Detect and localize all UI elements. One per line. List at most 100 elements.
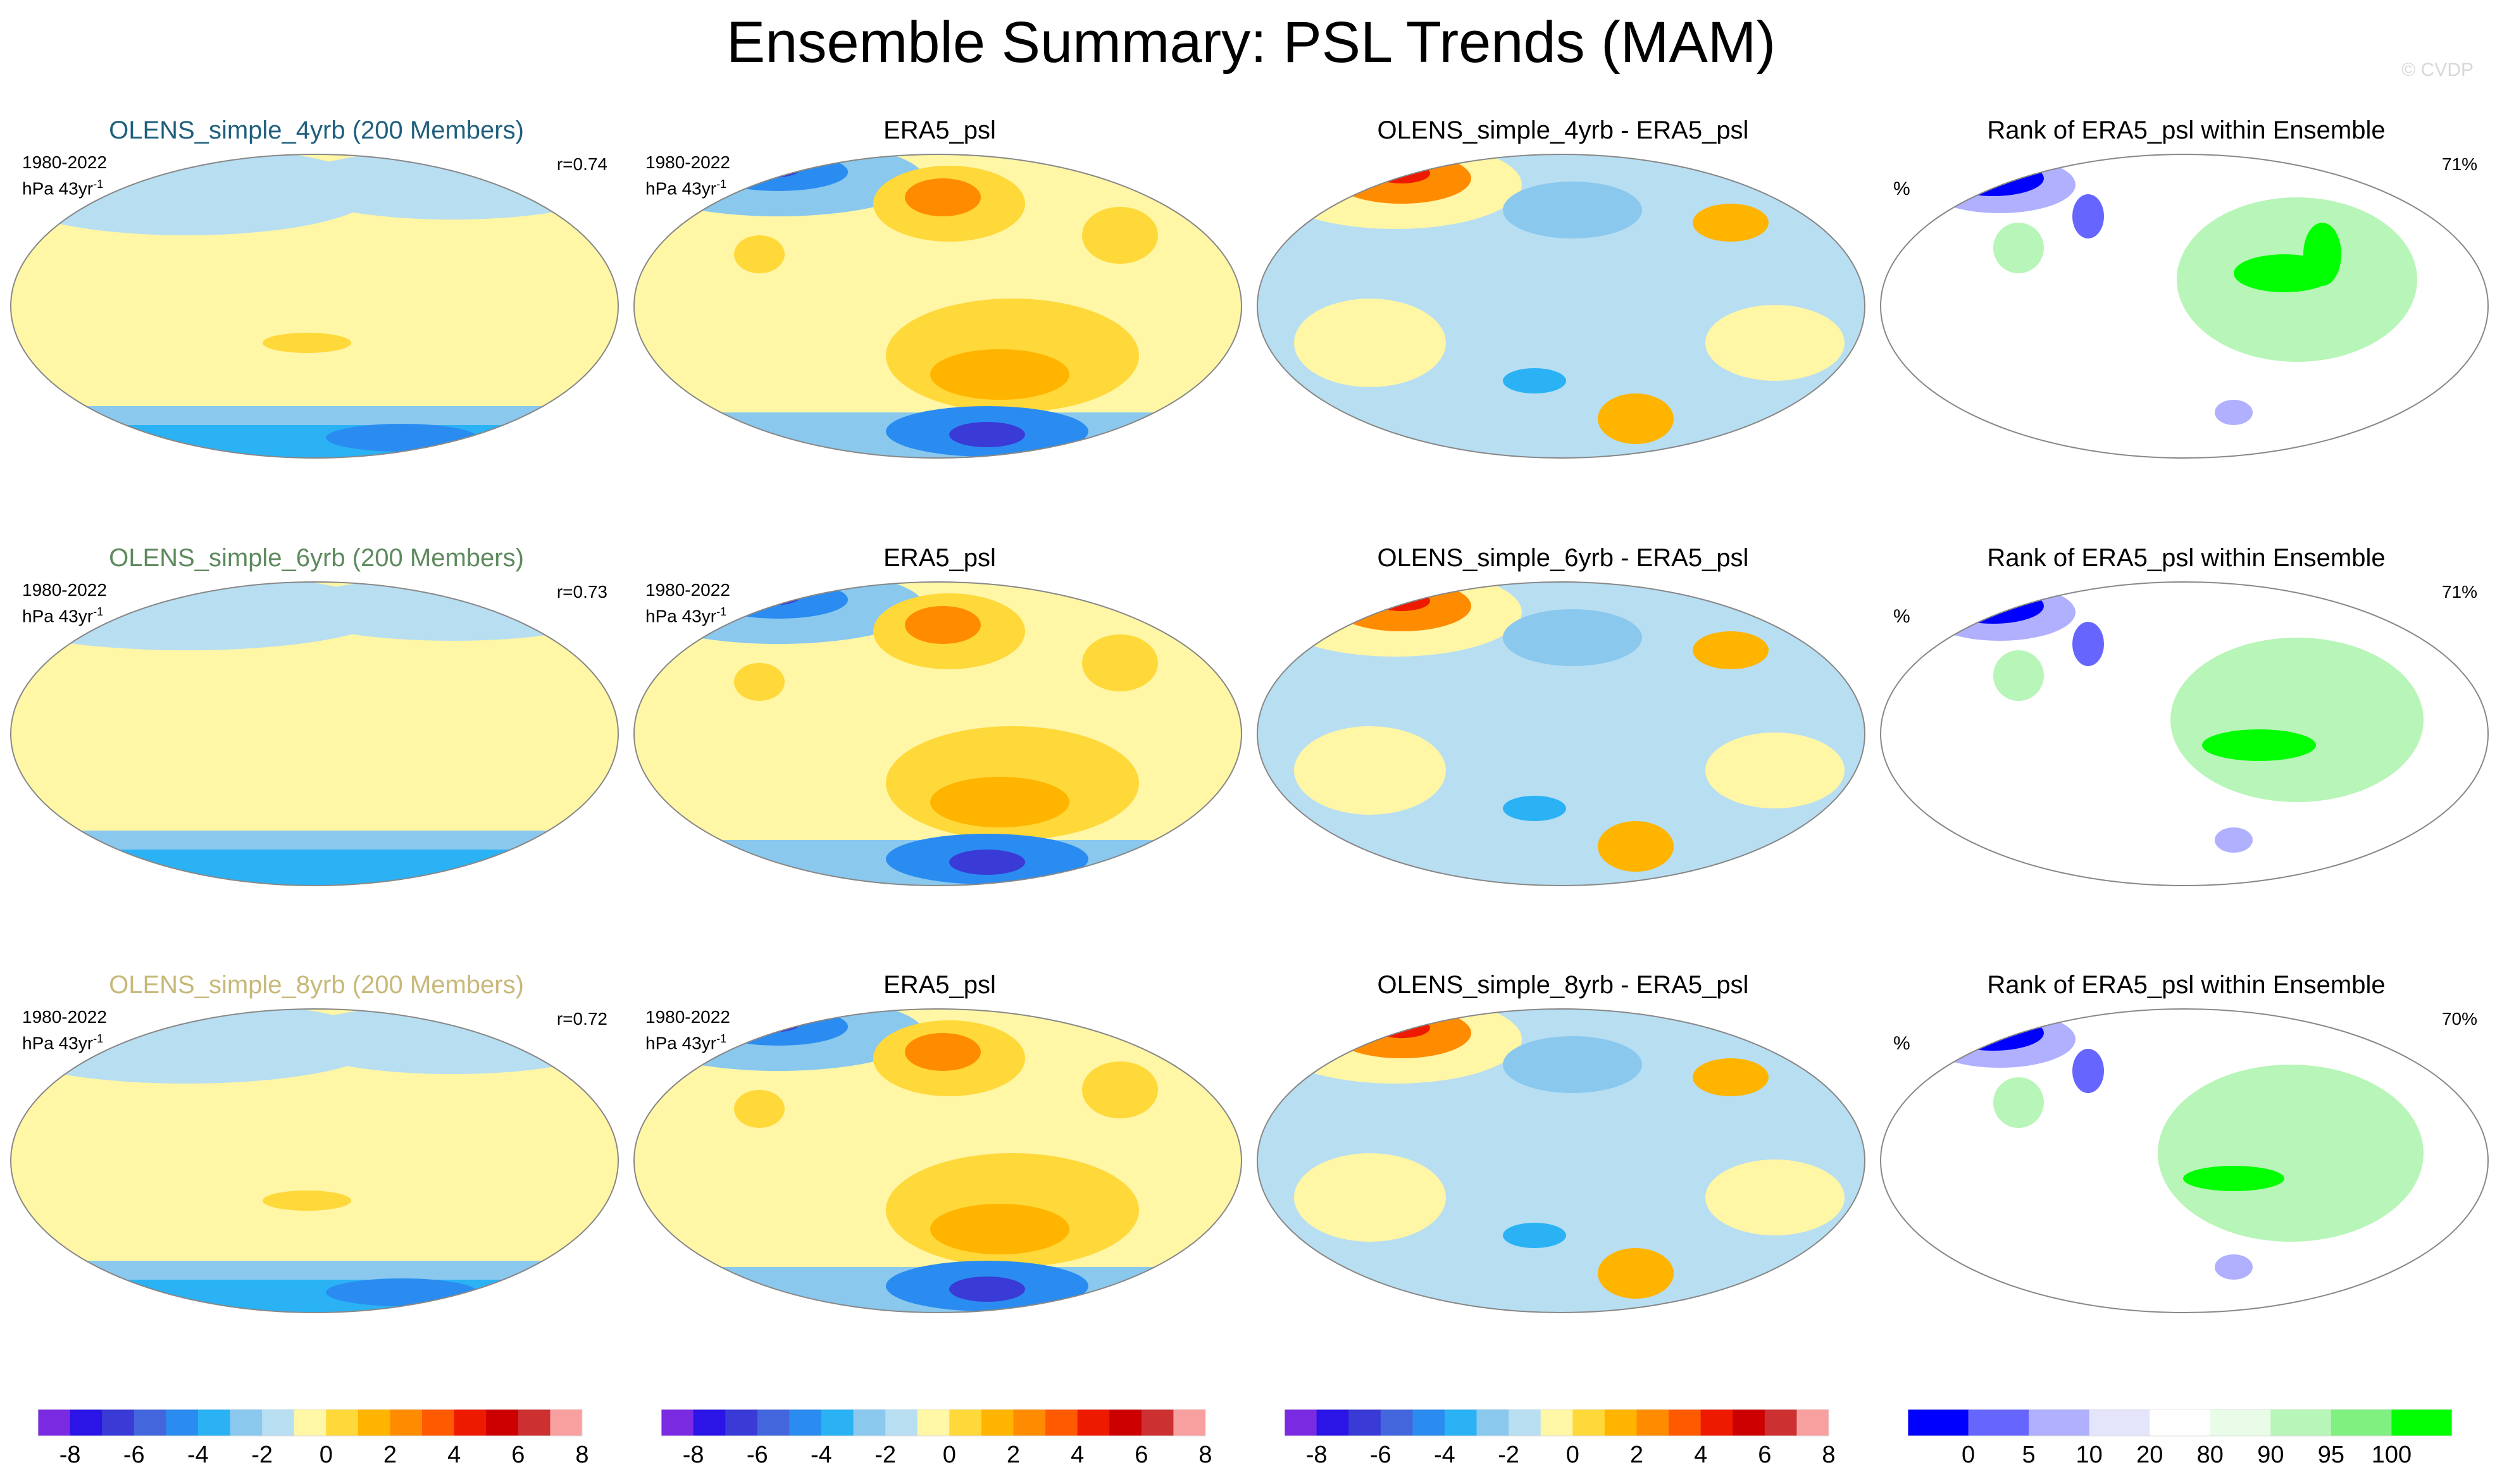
colorbar-tick-label: -4 <box>811 1442 832 1468</box>
colorbar-swatch <box>390 1409 423 1436</box>
colorbar-swatch <box>102 1409 135 1436</box>
panel-obs-row-3: ERA5_psl 1980-2022 hPa 43yr-1 <box>633 970 1247 1375</box>
colorbar-swatch <box>422 1409 455 1436</box>
colorbar-swatch <box>134 1409 166 1436</box>
colorbar-swatch <box>294 1409 327 1436</box>
ensemble-map <box>10 581 619 886</box>
colorbar-tick-label: -4 <box>1434 1442 1455 1468</box>
colorbar-swatch <box>166 1409 199 1436</box>
colorbar-tick-label: -2 <box>251 1442 273 1468</box>
period-units-label: 1980-2022 hPa 43yr-1 <box>22 1007 107 1053</box>
colorbar-tick-label: 0 <box>943 1442 956 1468</box>
period-units-label: 1980-2022 hPa 43yr-1 <box>645 1007 730 1053</box>
colorbar-swatch <box>853 1409 886 1436</box>
colorbar-swatch <box>2331 1409 2392 1436</box>
obs-map <box>633 581 1242 886</box>
colorbar-tick-label: -2 <box>874 1442 896 1468</box>
colorbar-swatch <box>1173 1409 1206 1436</box>
colorbar-tick-label: 2 <box>383 1442 397 1468</box>
colorbar-swatch <box>1412 1409 1445 1436</box>
colorbar-tick-label: 8 <box>575 1442 588 1468</box>
colorbar-tick-label: 2 <box>1007 1442 1020 1468</box>
colorbar-swatch <box>1636 1409 1669 1436</box>
colorbar-swatch <box>661 1409 694 1436</box>
trend-colorbar: -8 -6 -4 -2 0 2 4 6 8 <box>1285 1409 1836 1468</box>
panel-diff-row-1: OLENS_simple_4yrb - ERA5_psl <box>1256 115 1870 520</box>
colorbar-swatch <box>486 1409 519 1436</box>
colorbar-tick-label: -4 <box>187 1442 209 1468</box>
colorbar-swatch <box>2029 1409 2090 1436</box>
panel-rank-row-1: Rank of ERA5_psl within Ensemble 71% % <box>1879 115 2493 520</box>
colorbar-swatch <box>789 1409 822 1436</box>
panel-ensemble-row-3: OLENS_simple_8yrb (200 Members) 1980-202… <box>9 970 623 1375</box>
colorbar-tick-label: -6 <box>1370 1442 1391 1468</box>
panel-rank-row-3: Rank of ERA5_psl within Ensemble 70% % <box>1879 970 2493 1375</box>
panel-diff-row-3: OLENS_simple_8yrb - ERA5_psl <box>1256 970 1870 1375</box>
colorbar-swatch <box>2391 1409 2453 1436</box>
colorbar-swatch <box>1444 1409 1478 1436</box>
correlation-label: r=0.74 <box>556 154 607 174</box>
panel-ensemble-row-1: OLENS_simple_4yrb (200 Members) 1980-202… <box>9 115 623 520</box>
colorbar-tick-label: 2 <box>1630 1442 1643 1468</box>
colorbar-tick-label: 4 <box>1694 1442 1707 1468</box>
colorbar-tick-label: 8 <box>1822 1442 1835 1468</box>
colorbar-swatch <box>1077 1409 1110 1436</box>
colorbar-tick-label: 5 <box>2022 1442 2036 1468</box>
colorbar-swatch <box>981 1409 1014 1436</box>
rank-colorbar: 0 5 10 20 80 90 95 100 <box>1908 1409 2453 1468</box>
colorbar-tick-label: 20 <box>2136 1442 2163 1468</box>
colorbar-swatch <box>550 1409 583 1436</box>
ensemble-title: OLENS_simple_6yrb (200 Members) <box>109 544 524 572</box>
colorbar-swatch <box>757 1409 790 1436</box>
panel-obs-row-2: ERA5_psl 1980-2022 hPa 43yr-1 <box>633 543 1247 948</box>
obs-title: ERA5_psl <box>883 544 996 572</box>
colorbar-swatch <box>917 1409 950 1436</box>
colorbar-swatch <box>693 1409 726 1436</box>
colorbar-tick-label: -6 <box>747 1442 768 1468</box>
rank-title: Rank of ERA5_psl within Ensemble <box>1987 544 2386 572</box>
period-units-label: 1980-2022 hPa 43yr-1 <box>22 152 107 199</box>
colorbar-swatch <box>1540 1409 1573 1436</box>
colorbar-swatch <box>1013 1409 1046 1436</box>
rank-map <box>1880 154 2489 459</box>
colorbar-swatch <box>1285 1409 1317 1436</box>
colorbar-swatch <box>1968 1409 2029 1436</box>
colorbar-tick-label: -2 <box>1498 1442 1519 1468</box>
rank-map <box>1880 581 2489 886</box>
diff-title: OLENS_simple_6yrb - ERA5_psl <box>1377 544 1749 572</box>
colorbar-swatch <box>2150 1409 2211 1436</box>
period-units-label: 1980-2022 hPa 43yr-1 <box>645 580 730 626</box>
colorbar-swatch <box>454 1409 487 1436</box>
panel-rank-row-2: Rank of ERA5_psl within Ensemble 71% % <box>1879 543 2493 948</box>
colorbar-swatch <box>262 1409 295 1436</box>
rank-percent: 71% <box>2441 154 2477 174</box>
figure-title: Ensemble Summary: PSL Trends (MAM) <box>726 10 1776 75</box>
colorbar-tick-label: 4 <box>1071 1442 1084 1468</box>
rank-unit-label: % <box>1893 1033 1910 1054</box>
period-units-label: 1980-2022 hPa 43yr-1 <box>645 152 730 199</box>
colorbar-swatch <box>1604 1409 1637 1436</box>
colorbar-swatch <box>1109 1409 1142 1436</box>
obs-title: ERA5_psl <box>883 116 996 144</box>
colorbar-swatch <box>1476 1409 1509 1436</box>
correlation-label: r=0.72 <box>556 1009 607 1029</box>
colorbar-tick-label: 4 <box>447 1442 461 1468</box>
colorbar-tick-label: 95 <box>2318 1442 2344 1468</box>
colorbar-swatch <box>38 1409 71 1436</box>
trend-colorbar: -8 -6 -4 -2 0 2 4 6 8 <box>661 1409 1212 1468</box>
diff-title: OLENS_simple_8yrb - ERA5_psl <box>1377 971 1749 999</box>
colorbar-swatch <box>1380 1409 1413 1436</box>
correlation-label: r=0.73 <box>556 582 607 602</box>
colorbar-swatch <box>949 1409 982 1436</box>
rank-percent: 70% <box>2441 1009 2477 1029</box>
colorbar-tick-label: 8 <box>1198 1442 1212 1468</box>
colorbar-tick-label: 90 <box>2257 1442 2284 1468</box>
colorbar-tick-label: 0 <box>1566 1442 1579 1468</box>
rank-percent: 71% <box>2441 582 2477 602</box>
cvdp-copyright: © CVDP <box>2401 59 2474 80</box>
colorbar-swatch <box>1316 1409 1349 1436</box>
colorbar-swatch <box>2270 1409 2332 1436</box>
colorbar-swatch <box>725 1409 758 1436</box>
colorbar-swatch <box>1141 1409 1174 1436</box>
colorbar-swatch <box>1509 1409 1541 1436</box>
